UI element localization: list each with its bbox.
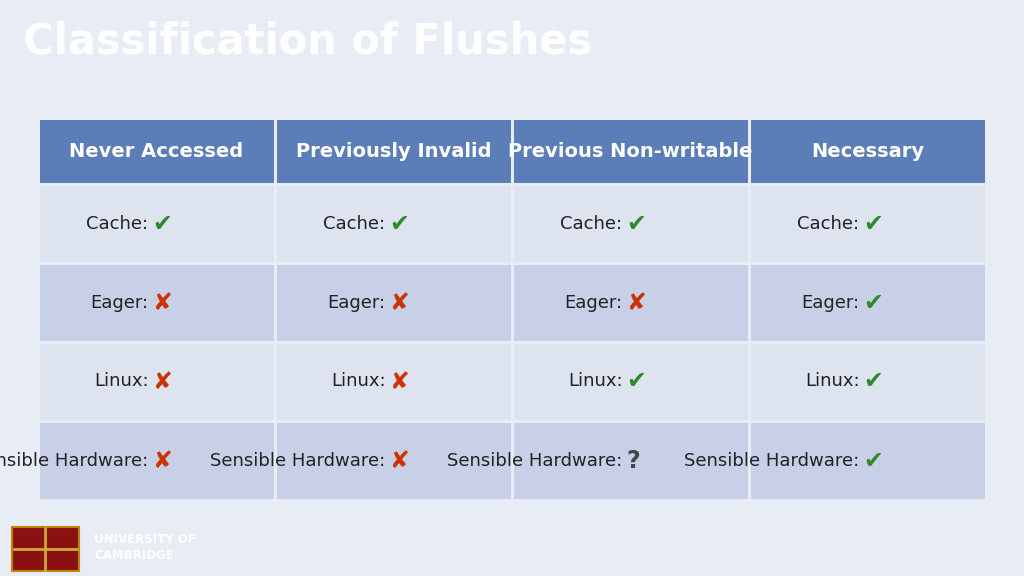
Text: ✔: ✔ (863, 369, 884, 393)
Bar (276, 185, 511, 262)
Bar (40, 343, 273, 419)
Text: Eager:: Eager: (328, 294, 385, 312)
Bar (513, 343, 748, 419)
Bar (751, 185, 984, 262)
Text: ✔: ✔ (389, 211, 410, 236)
Text: Sensible Hardware:: Sensible Hardware: (684, 452, 859, 469)
Text: Cache:: Cache: (86, 214, 148, 233)
Text: Previous Non-writable: Previous Non-writable (508, 142, 753, 161)
Text: Eager:: Eager: (564, 294, 623, 312)
Text: Cache:: Cache: (560, 214, 623, 233)
Text: Never Accessed: Never Accessed (70, 142, 244, 161)
Text: ✔: ✔ (863, 290, 884, 314)
Bar (40, 264, 273, 340)
Text: ✘: ✘ (627, 290, 646, 314)
Text: ✘: ✘ (153, 449, 172, 472)
Text: Sensible Hardware:: Sensible Hardware: (210, 452, 385, 469)
Text: Sensible Hardware:: Sensible Hardware: (0, 452, 148, 469)
Text: Linux:: Linux: (331, 373, 385, 391)
Text: Linux:: Linux: (94, 373, 148, 391)
Text: ✘: ✘ (153, 369, 172, 393)
Text: ✔: ✔ (863, 449, 884, 472)
Text: ✔: ✔ (627, 211, 646, 236)
Bar (751, 343, 984, 419)
Bar (40, 185, 273, 262)
Text: Eager:: Eager: (90, 294, 148, 312)
Bar (276, 343, 511, 419)
Text: ✘: ✘ (389, 369, 410, 393)
Text: ✔: ✔ (153, 211, 172, 236)
Text: Cache:: Cache: (324, 214, 385, 233)
Bar (513, 185, 748, 262)
Text: Linux:: Linux: (568, 373, 623, 391)
Bar (276, 423, 511, 498)
Text: Sensible Hardware:: Sensible Hardware: (447, 452, 623, 469)
Text: Previously Invalid: Previously Invalid (296, 142, 492, 161)
FancyBboxPatch shape (12, 528, 79, 571)
Text: Classification of Flushes: Classification of Flushes (23, 20, 592, 62)
Text: Cache:: Cache: (798, 214, 859, 233)
Bar (751, 423, 984, 498)
Text: ✔: ✔ (627, 369, 646, 393)
Bar (513, 119, 748, 183)
Bar (513, 264, 748, 340)
Text: ✘: ✘ (389, 290, 410, 314)
Bar (40, 119, 273, 183)
Bar (751, 264, 984, 340)
Text: ✘: ✘ (389, 449, 410, 472)
Text: ?: ? (627, 449, 640, 472)
Text: Linux:: Linux: (805, 373, 859, 391)
Text: ✘: ✘ (153, 290, 172, 314)
Bar (751, 119, 984, 183)
Text: UNIVERSITY OF
CAMBRIDGE: UNIVERSITY OF CAMBRIDGE (94, 533, 196, 562)
Bar (40, 423, 273, 498)
Bar (276, 264, 511, 340)
Text: ✔: ✔ (863, 211, 884, 236)
Text: Eager:: Eager: (802, 294, 859, 312)
Bar (276, 119, 511, 183)
Text: Necessary: Necessary (811, 142, 924, 161)
Bar (513, 423, 748, 498)
